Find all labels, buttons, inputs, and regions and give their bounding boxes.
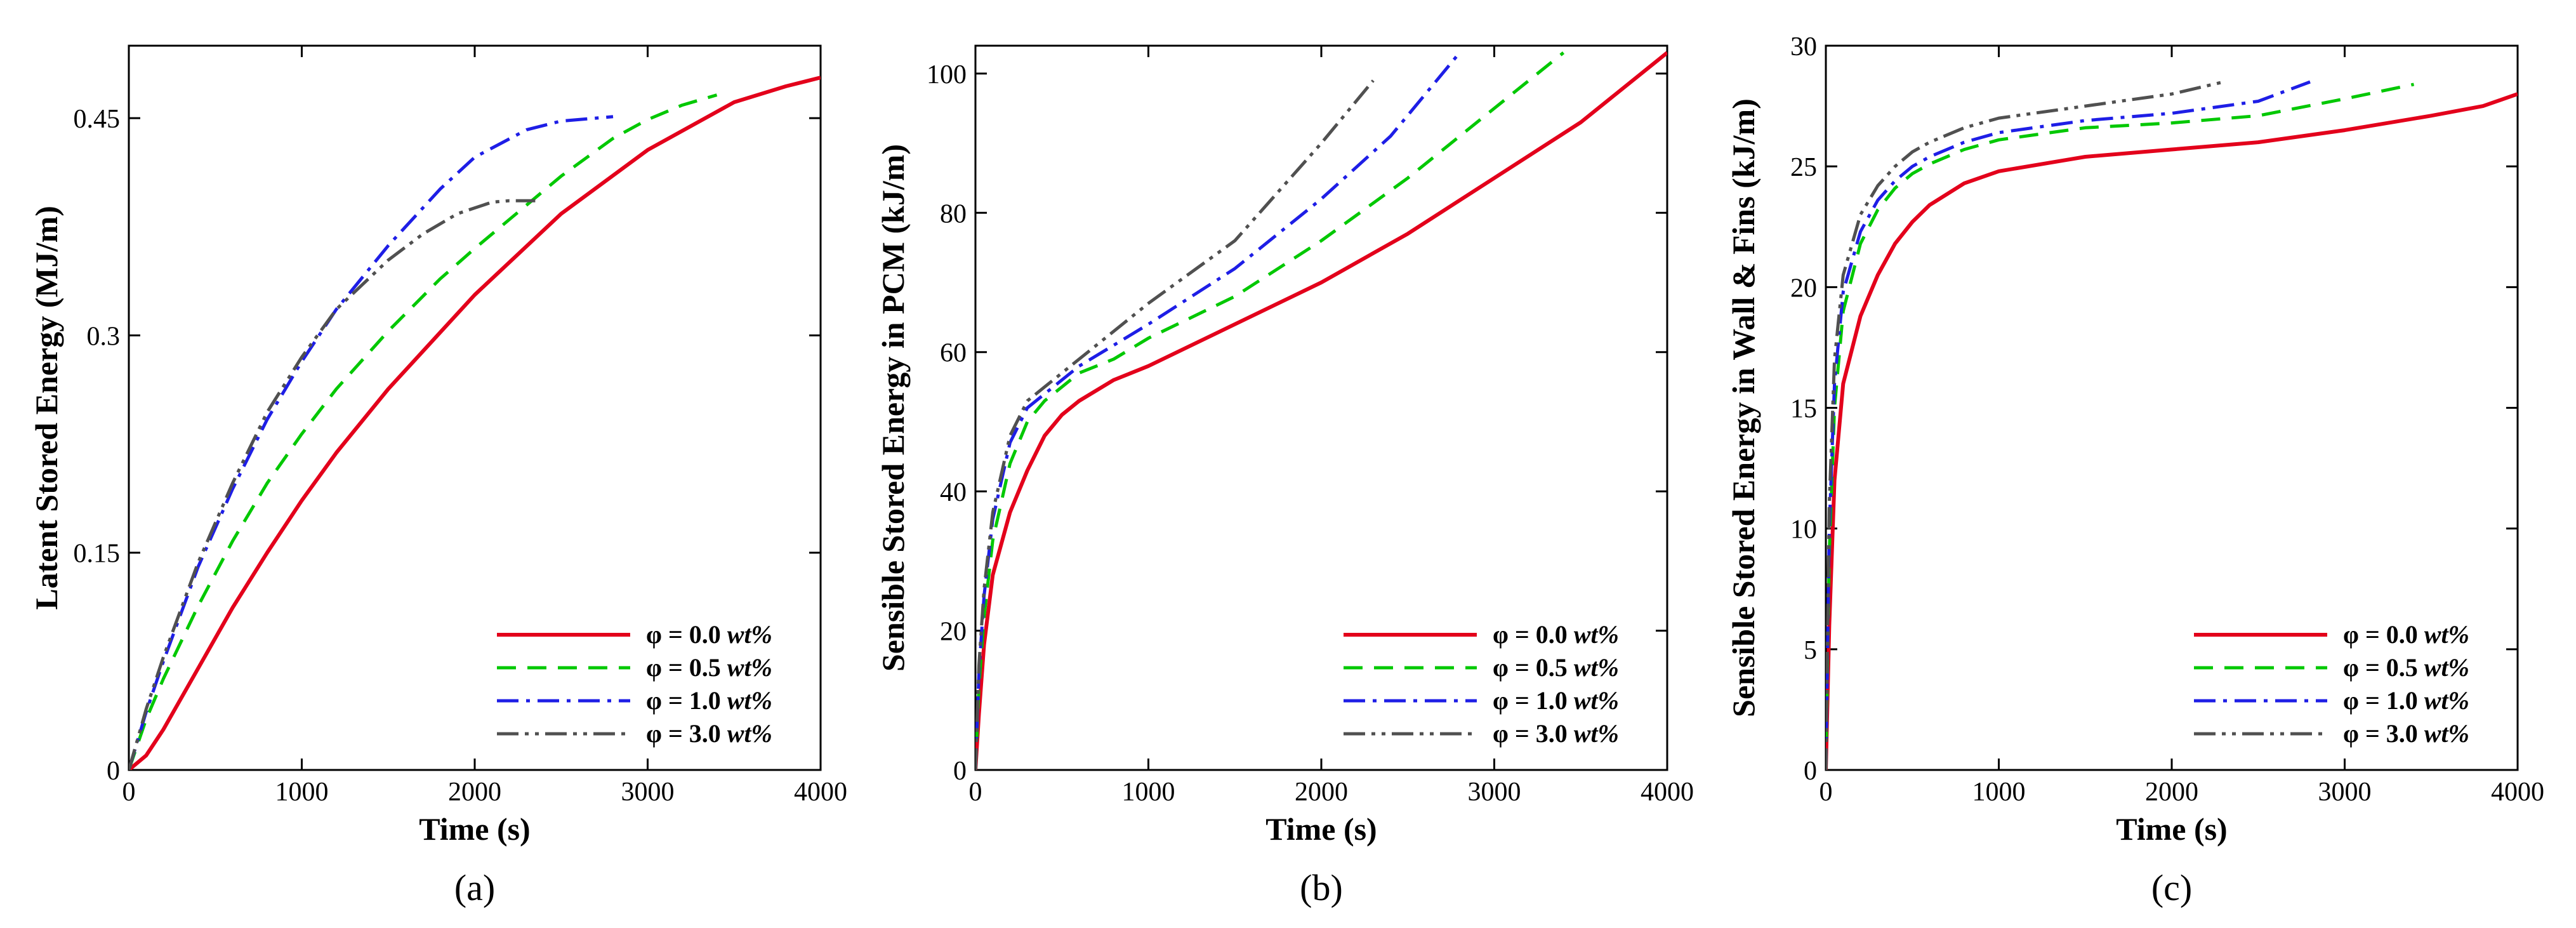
legend-label-unit: wt% <box>1574 686 1619 715</box>
series-line-3 <box>129 199 536 770</box>
y-tick-label: 0.3 <box>87 322 121 351</box>
legend-label-prefix: φ = 3.0 <box>2343 719 2424 748</box>
y-axis-title: Sensible Stored Energy in PCM (kJ/m) <box>875 144 911 672</box>
series-line-3 <box>1826 80 2224 770</box>
series-line-3 <box>975 79 1375 770</box>
panel-label: (a) <box>454 867 495 908</box>
legend-label-prefix: φ = 1.0 <box>646 686 727 715</box>
y-tick-label: 100 <box>927 60 967 89</box>
series-line-1 <box>1826 83 2415 770</box>
y-tick-label: 5 <box>1804 636 1817 665</box>
y-axis-title: Sensible Stored Energy in Wall & Fins (k… <box>1726 98 1761 717</box>
legend-label-1: φ = 0.5 wt% <box>2343 653 2469 682</box>
y-tick-label: 0.45 <box>74 105 121 134</box>
x-tick-label: 4000 <box>2491 778 2544 807</box>
x-tick-label: 0 <box>122 778 136 807</box>
y-tick-label: 80 <box>940 199 967 229</box>
legend-label-unit: wt% <box>727 653 772 682</box>
x-tick-label: 3000 <box>2318 778 2372 807</box>
y-tick-label: 0 <box>953 757 967 786</box>
y-tick-label: 10 <box>1790 515 1817 545</box>
series-group <box>129 76 821 770</box>
x-tick-label: 1000 <box>275 778 329 807</box>
x-tick-label: 3000 <box>621 778 675 807</box>
legend: φ = 0.0 wt%φ = 0.5 wt%φ = 1.0 wt%φ = 3.0… <box>2194 620 2469 748</box>
legend-label-unit: wt% <box>727 719 772 748</box>
legend-label-1: φ = 0.5 wt% <box>646 653 772 682</box>
legend-label-prefix: φ = 3.0 <box>1493 719 1574 748</box>
x-tick-label: 2000 <box>2145 778 2198 807</box>
legend-label-2: φ = 1.0 wt% <box>646 686 772 715</box>
y-tick-label: 0 <box>1804 757 1817 786</box>
legend: φ = 0.0 wt%φ = 0.5 wt%φ = 1.0 wt%φ = 3.0… <box>497 620 772 748</box>
legend-label-2: φ = 1.0 wt% <box>1493 686 1619 715</box>
y-tick-label: 20 <box>940 618 967 647</box>
series-line-0 <box>129 76 821 770</box>
series-line-1 <box>975 51 1565 770</box>
legend-label-0: φ = 0.0 wt% <box>2343 620 2469 649</box>
legend-label-prefix: φ = 0.0 <box>2343 620 2424 649</box>
legend-label-3: φ = 3.0 wt% <box>2343 719 2469 748</box>
y-tick-label: 0 <box>107 757 120 786</box>
y-tick-label: 15 <box>1790 395 1817 424</box>
x-tick-label: 1000 <box>1122 778 1175 807</box>
x-axis-title: Time (s) <box>2116 811 2227 847</box>
x-tick-label: 1000 <box>1972 778 2026 807</box>
legend-label-unit: wt% <box>2424 620 2469 649</box>
series-line-0 <box>1826 92 2518 770</box>
y-tick-label: 20 <box>1790 274 1817 303</box>
legend-label-unit: wt% <box>727 620 772 649</box>
y-tick-label: 0.15 <box>74 540 121 569</box>
panel-label: (c) <box>2151 867 2192 908</box>
x-tick-label: 3000 <box>1468 778 1521 807</box>
series-line-1 <box>129 93 718 770</box>
y-tick-label: 30 <box>1790 32 1817 62</box>
legend-label-0: φ = 0.0 wt% <box>646 620 772 649</box>
legend-label-prefix: φ = 0.0 <box>1493 620 1574 649</box>
x-axis-title: Time (s) <box>419 811 530 847</box>
y-tick-label: 25 <box>1790 153 1817 182</box>
legend-label-prefix: φ = 0.5 <box>1493 653 1574 682</box>
series-line-2 <box>1826 80 2311 770</box>
y-axis-title: Latent Stored Energy (MJ/m) <box>29 206 64 609</box>
y-tick-label: 60 <box>940 339 967 368</box>
panel-label: (b) <box>1300 867 1343 908</box>
legend-label-3: φ = 3.0 wt% <box>1493 719 1619 748</box>
x-tick-label: 2000 <box>448 778 501 807</box>
series-line-2 <box>975 51 1461 770</box>
legend-label-unit: wt% <box>2424 686 2469 715</box>
legend-label-2: φ = 1.0 wt% <box>2343 686 2469 715</box>
x-tick-label: 4000 <box>1641 778 1694 807</box>
legend-label-prefix: φ = 1.0 <box>1493 686 1574 715</box>
legend-label-unit: wt% <box>2424 653 2469 682</box>
legend-label-unit: wt% <box>727 686 772 715</box>
y-tick-label: 40 <box>940 478 967 507</box>
series-group <box>975 51 1667 770</box>
legend-label-prefix: φ = 0.0 <box>646 620 727 649</box>
legend-label-1: φ = 0.5 wt% <box>1493 653 1619 682</box>
series-line-2 <box>129 115 614 770</box>
chart-panel-3: 0 1000 2000 3000 4000 0 5 10 15 20 25 30 Time (s) Sen… <box>1726 32 2544 908</box>
x-tick-label: 0 <box>1820 778 1833 807</box>
legend-label-prefix: φ = 3.0 <box>646 719 727 748</box>
series-line-0 <box>975 51 1667 770</box>
chart-panel-1: 0 1000 2000 3000 4000 0 0.15 0.3 0.45 Time (s) Lat… <box>29 44 847 908</box>
chart-panel-2: 0 1000 2000 3000 4000 0 20 40 60 80 100 Time (s) Sen… <box>875 44 1694 908</box>
legend-label-prefix: φ = 0.5 <box>646 653 727 682</box>
legend-label-unit: wt% <box>1574 719 1619 748</box>
x-tick-label: 4000 <box>794 778 847 807</box>
x-tick-label: 0 <box>969 778 982 807</box>
legend-label-3: φ = 3.0 wt% <box>646 719 772 748</box>
series-group <box>1826 80 2518 770</box>
legend-label-unit: wt% <box>1574 620 1619 649</box>
legend-label-0: φ = 0.0 wt% <box>1493 620 1619 649</box>
legend-label-prefix: φ = 0.5 <box>2343 653 2424 682</box>
legend: φ = 0.0 wt%φ = 0.5 wt%φ = 1.0 wt%φ = 3.0… <box>1344 620 1619 748</box>
x-tick-label: 2000 <box>1295 778 1348 807</box>
legend-label-unit: wt% <box>2424 719 2469 748</box>
legend-label-unit: wt% <box>1574 653 1619 682</box>
legend-label-prefix: φ = 1.0 <box>2343 686 2424 715</box>
x-axis-title: Time (s) <box>1265 811 1377 847</box>
